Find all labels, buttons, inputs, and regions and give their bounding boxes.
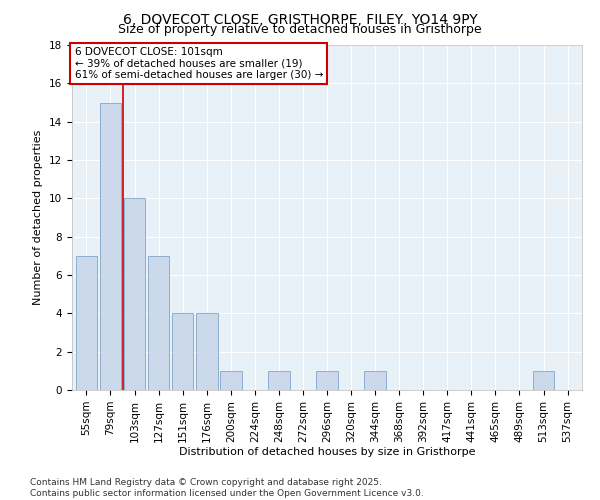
Bar [196, 314, 218, 390]
X-axis label: Distribution of detached houses by size in Gristhorpe: Distribution of detached houses by size … [179, 448, 475, 458]
Text: Size of property relative to detached houses in Gristhorpe: Size of property relative to detached ho… [118, 22, 482, 36]
Bar [268, 371, 290, 390]
Bar [364, 371, 386, 390]
Bar [148, 256, 169, 390]
Bar [316, 371, 338, 390]
Text: Contains HM Land Registry data © Crown copyright and database right 2025.
Contai: Contains HM Land Registry data © Crown c… [30, 478, 424, 498]
Bar [76, 256, 97, 390]
Bar [533, 371, 554, 390]
Y-axis label: Number of detached properties: Number of detached properties [34, 130, 43, 305]
Bar [100, 102, 121, 390]
Text: 6 DOVECOT CLOSE: 101sqm
← 39% of detached houses are smaller (19)
61% of semi-de: 6 DOVECOT CLOSE: 101sqm ← 39% of detache… [74, 46, 323, 80]
Bar [124, 198, 145, 390]
Bar [220, 371, 242, 390]
Text: 6, DOVECOT CLOSE, GRISTHORPE, FILEY, YO14 9PY: 6, DOVECOT CLOSE, GRISTHORPE, FILEY, YO1… [122, 12, 478, 26]
Bar [172, 314, 193, 390]
